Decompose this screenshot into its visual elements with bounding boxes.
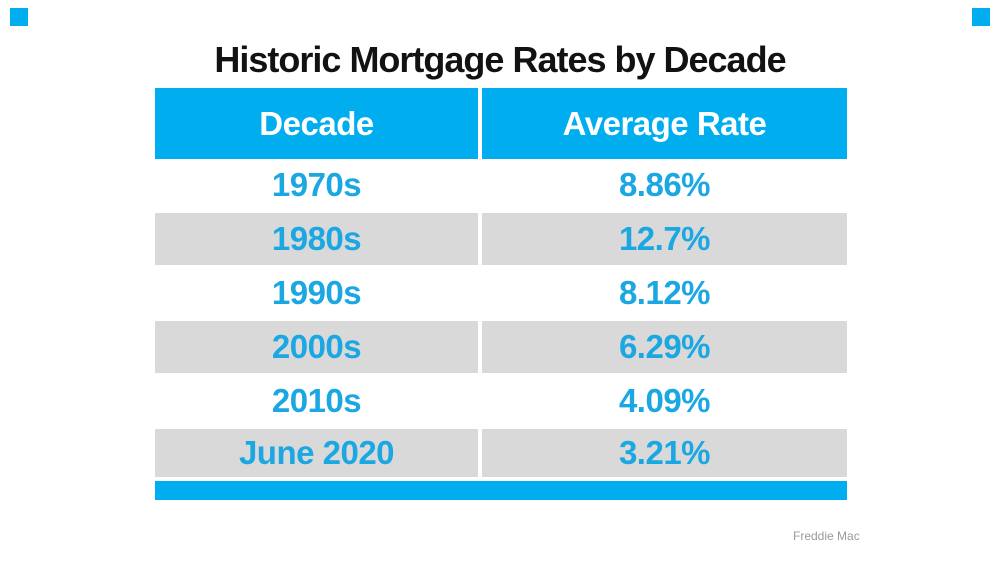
mortgage-rates-table: Decade Average Rate 1970s 8.86% 1980s 12.7%… [155,88,847,500]
table-row: 2010s 4.09% [155,375,847,427]
rate-cell: 4.09% [618,382,711,419]
decade-cell: June 2020 [155,429,482,477]
table-row: 1990s 8.12% [155,267,847,319]
table-row: 1980s 12.7% [155,211,847,267]
decade-cell: 2000s [155,321,482,373]
source-attribution: Freddie Mac [793,529,860,543]
table-row: 1970s 8.86% [155,159,847,211]
decade-cell: 1980s [155,213,482,265]
column-header-average-rate: Average Rate [562,104,767,142]
decade-cell: 2010s [155,375,482,427]
rate-cell: 6.29% [618,328,711,365]
page-title: Historic Mortgage Rates by Decade [214,39,786,80]
corner-accent-square-left [10,8,28,26]
table-header-row: Decade Average Rate [155,88,847,159]
decade-cell: 1990s [155,267,482,319]
decade-cell: 1970s [155,159,482,211]
rate-cell: 3.21% [618,434,711,471]
table-row: June 2020 3.21% [155,427,847,479]
column-header-decade: Decade [155,88,482,159]
corner-accent-square-right [972,8,990,26]
table-bottom-accent-bar [155,481,847,500]
table-body: 1970s 8.86% 1980s 12.7% 1990s 8.12% 2000s 6.29%… [155,159,847,479]
rate-cell: 8.12% [618,274,711,311]
rate-cell: 8.86% [618,166,711,203]
table-row: 2000s 6.29% [155,319,847,375]
rate-cell: 12.7% [618,220,711,257]
